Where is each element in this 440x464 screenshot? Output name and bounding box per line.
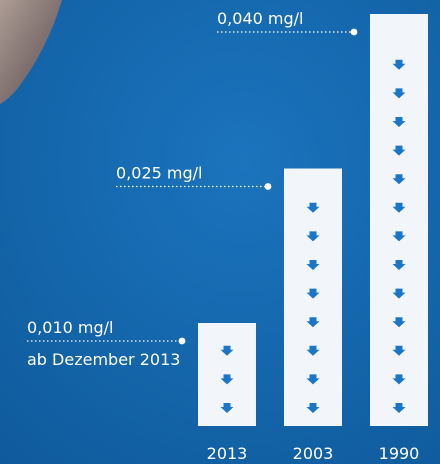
leader-dot-1990 bbox=[350, 28, 358, 36]
down-arrow-icon bbox=[220, 345, 234, 356]
down-arrow-icon bbox=[392, 260, 406, 270]
down-arrow-icon bbox=[392, 59, 406, 70]
down-arrow-icon bbox=[220, 403, 234, 413]
down-arrow-icon bbox=[392, 174, 406, 185]
down-arrow-icon bbox=[220, 374, 234, 385]
down-arrow-icon bbox=[392, 117, 406, 127]
down-arrow-icon bbox=[306, 202, 320, 213]
down-arrow-icon bbox=[306, 288, 320, 299]
down-arrow-icon bbox=[392, 345, 406, 356]
x-tick-label-1990: 1990 bbox=[379, 444, 420, 463]
down-arrow-icon bbox=[392, 145, 406, 156]
down-arrow-icon bbox=[306, 231, 320, 242]
leader-dot-2013 bbox=[178, 337, 186, 345]
down-arrow-icon bbox=[306, 403, 320, 413]
bar-1990 bbox=[370, 14, 428, 426]
down-arrow-icon bbox=[392, 374, 406, 385]
leader-dot-2003 bbox=[264, 183, 272, 190]
chart-marks: 2013 0,010 mg/l ab Dezember 2013 2003 0,025 … bbox=[27, 9, 428, 463]
data-label-1990: 0,040 mg/l bbox=[217, 9, 303, 28]
down-arrow-icon bbox=[306, 374, 320, 385]
down-arrow-icon bbox=[306, 345, 320, 356]
data-label-2013: 0,010 mg/l bbox=[27, 318, 113, 337]
decorative-photo-corner bbox=[0, 0, 62, 104]
x-tick-label-2003: 2003 bbox=[293, 444, 334, 463]
data-label-2003: 0,025 mg/l bbox=[116, 164, 202, 183]
x-tick-label-2013: 2013 bbox=[207, 444, 248, 463]
down-arrow-icon bbox=[392, 88, 406, 99]
down-arrow-icon bbox=[306, 317, 320, 328]
down-arrow-icon bbox=[306, 260, 320, 270]
annotation-text: ab Dezember 2013 bbox=[27, 350, 180, 369]
down-arrow-icon bbox=[392, 202, 406, 213]
down-arrow-icon bbox=[392, 403, 406, 413]
down-arrow-icon bbox=[392, 231, 406, 242]
down-arrow-icon bbox=[392, 317, 406, 328]
down-arrow-icon bbox=[392, 288, 406, 299]
